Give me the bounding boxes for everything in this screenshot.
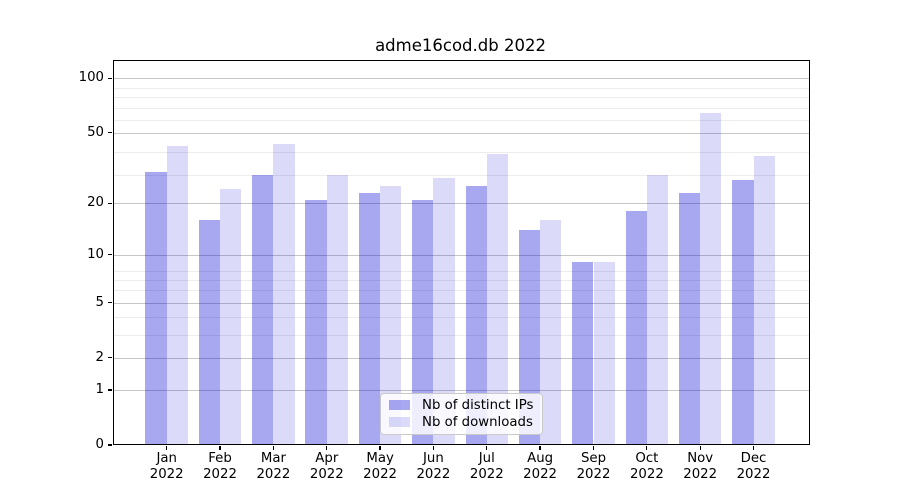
x-tick-mark-may bbox=[379, 445, 381, 450]
legend-item-downloads: Nb of downloads bbox=[389, 415, 534, 430]
x-tick-label-jan: Jan 2022 bbox=[149, 450, 184, 483]
gridline-major-50 bbox=[112, 132, 810, 134]
bar-distinct-ips-jun bbox=[412, 199, 434, 445]
legend: Nb of distinct IPs Nb of downloads bbox=[380, 392, 543, 435]
y-tick-label-2: 2 bbox=[95, 349, 104, 365]
bar-downloads-jun bbox=[433, 177, 455, 445]
bar-downloads-oct bbox=[646, 174, 669, 445]
x-tick-label-feb: Feb 2022 bbox=[203, 450, 237, 483]
x-tick-label-apr: Apr 2022 bbox=[309, 450, 344, 483]
y-tick-label-10: 10 bbox=[87, 246, 104, 262]
x-tick-label-jun: Jun 2022 bbox=[416, 450, 451, 483]
y-tick-label-1: 1 bbox=[95, 381, 104, 397]
gridline-minor bbox=[112, 96, 810, 98]
legend-label-distinct-ips: Nb of distinct IPs bbox=[422, 397, 534, 413]
x-tick-mark-nov bbox=[699, 445, 701, 450]
gridline-major-100 bbox=[112, 78, 810, 80]
gridline-minor bbox=[112, 270, 810, 272]
gridline-minor bbox=[112, 334, 810, 336]
legend-swatch-downloads-icon bbox=[389, 417, 410, 427]
bar-distinct-ips-sep bbox=[572, 262, 594, 445]
gridline-major-10 bbox=[112, 254, 810, 256]
bar-downloads-feb bbox=[220, 189, 242, 445]
bar-downloads-jul bbox=[486, 154, 509, 445]
y-tick-mark-1 bbox=[107, 389, 112, 391]
y-tick-mark-10 bbox=[107, 253, 112, 256]
bar-downloads-apr bbox=[326, 174, 349, 445]
y-tick-label-50: 50 bbox=[87, 124, 104, 140]
y-tick-mark-20 bbox=[107, 202, 112, 204]
bar-downloads-may bbox=[380, 186, 402, 445]
gridline-minor bbox=[112, 317, 810, 319]
gridline-major-20 bbox=[112, 203, 810, 205]
bar-distinct-ips-jul bbox=[465, 186, 487, 445]
y-tick-label-0: 0 bbox=[95, 437, 104, 452]
x-tick-label-oct: Oct 2022 bbox=[629, 450, 664, 483]
x-tick-label-mar: Mar 2022 bbox=[256, 450, 291, 483]
x-tick-mark-aug bbox=[539, 445, 541, 450]
bar-downloads-sep bbox=[593, 262, 615, 445]
y-tick-mark-2 bbox=[107, 357, 112, 359]
bar-distinct-ips-feb bbox=[198, 220, 221, 445]
y-tick-label-100: 100 bbox=[78, 70, 104, 86]
x-tick-mark-mar bbox=[272, 445, 275, 450]
gridline-minor bbox=[112, 290, 810, 292]
legend-label-downloads: Nb of downloads bbox=[422, 414, 533, 430]
y-tick-mark-100 bbox=[107, 77, 112, 80]
x-tick-label-sep: Sep 2022 bbox=[576, 450, 611, 483]
gridline-minor bbox=[112, 279, 810, 281]
gridline-major-1 bbox=[112, 389, 810, 391]
x-tick-mark-apr bbox=[326, 445, 328, 450]
gridline-minor bbox=[112, 107, 810, 109]
x-tick-label-may: May 2022 bbox=[363, 450, 398, 483]
bar-downloads-aug bbox=[540, 220, 562, 445]
bar-distinct-ips-dec bbox=[732, 180, 754, 445]
bar-downloads-dec bbox=[753, 156, 775, 445]
y-tick-mark-5 bbox=[107, 302, 112, 304]
bar-distinct-ips-jan bbox=[145, 172, 167, 445]
x-tick-label-aug: Aug 2022 bbox=[523, 450, 558, 483]
x-tick-mark-jul bbox=[486, 445, 488, 450]
plot-area bbox=[112, 60, 810, 445]
x-tick-mark-feb bbox=[219, 445, 221, 450]
legend-swatch-distinct-ips-icon bbox=[389, 400, 410, 410]
gridline-minor bbox=[112, 119, 810, 121]
gridline-minor bbox=[112, 87, 810, 89]
chart-title: adme16cod.db 2022 bbox=[375, 36, 546, 55]
bar-distinct-ips-may bbox=[358, 192, 381, 445]
x-tick-mark-sep bbox=[592, 445, 595, 450]
x-tick-mark-jun bbox=[432, 445, 435, 450]
gridline-minor bbox=[112, 174, 810, 176]
x-tick-mark-oct bbox=[646, 445, 648, 450]
bar-distinct-ips-nov bbox=[678, 192, 701, 445]
y-tick-label-5: 5 bbox=[95, 294, 104, 310]
bar-downloads-nov bbox=[700, 113, 722, 445]
bar-downloads-jan bbox=[166, 146, 188, 445]
bar-distinct-ips-aug bbox=[518, 229, 541, 445]
gridline-major-2 bbox=[112, 357, 810, 359]
x-tick-label-nov: Nov 2022 bbox=[683, 450, 718, 483]
bar-distinct-ips-oct bbox=[625, 211, 647, 445]
legend-item-distinct-ips: Nb of distinct IPs bbox=[389, 398, 534, 413]
bar-downloads-mar bbox=[273, 144, 295, 445]
y-tick-label-20: 20 bbox=[87, 195, 104, 211]
y-tick-mark-0 bbox=[107, 444, 112, 446]
x-tick-mark-jan bbox=[166, 445, 168, 450]
gridline-major-5 bbox=[112, 302, 810, 304]
x-tick-label-jul: Jul 2022 bbox=[469, 450, 504, 483]
x-tick-label-dec: Dec 2022 bbox=[736, 450, 771, 483]
bar-distinct-ips-apr bbox=[305, 199, 327, 445]
bar-distinct-ips-mar bbox=[252, 174, 274, 445]
gridline-minor bbox=[112, 152, 810, 153]
y-tick-mark-50 bbox=[107, 132, 112, 134]
x-tick-mark-dec bbox=[752, 445, 755, 450]
